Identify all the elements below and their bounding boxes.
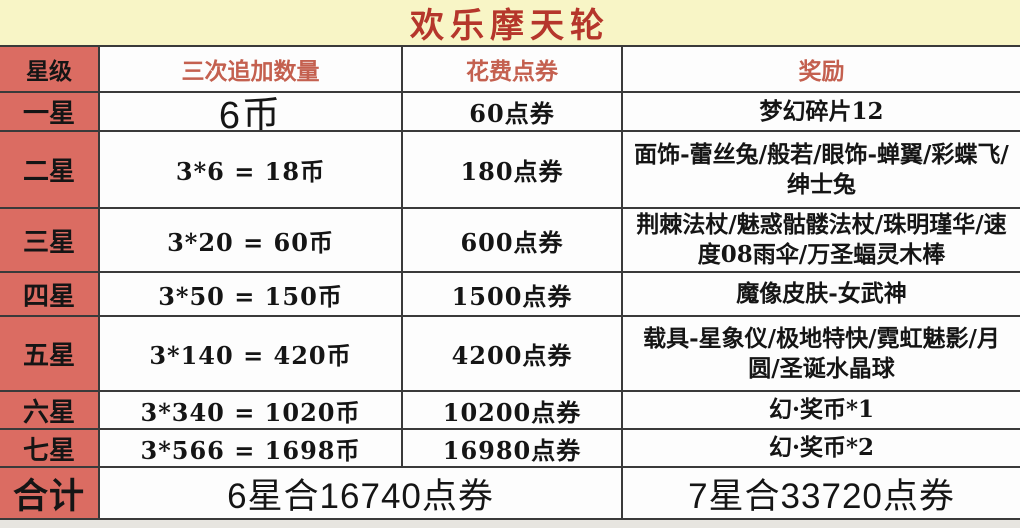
row-quantity: 3*50 = 150币 <box>100 273 403 317</box>
row-star-level: 六星 <box>0 392 100 430</box>
row-quantity: 3*566 = 1698币 <box>100 430 403 468</box>
column-header-cost: 花费点券 <box>403 45 623 93</box>
column-header-reward: 奖励 <box>623 45 1020 93</box>
row-star-level: 四星 <box>0 273 100 317</box>
row-cost: 180点券 <box>403 132 623 209</box>
row-quantity: 6币 <box>100 93 403 132</box>
row-quantity: 3*140 = 420币 <box>100 317 403 392</box>
row-reward: 载具-星象仪/极地特快/霓虹魅影/月圆/圣诞水晶球 <box>623 317 1020 392</box>
column-header-star-level: 星级 <box>0 45 100 93</box>
row-cost: 4200点券 <box>403 317 623 392</box>
footer-six-star-total: 6星合16740点券 <box>100 468 623 520</box>
price-table: 星级 三次追加数量 花费点券 奖励 一星 6币 60点券 梦幻碎片12 二星 3… <box>0 45 1020 520</box>
row-cost: 10200点券 <box>403 392 623 430</box>
row-reward: 幻·奖币*2 <box>623 430 1020 468</box>
column-header-quantity: 三次追加数量 <box>100 45 403 93</box>
row-cost: 600点券 <box>403 209 623 273</box>
row-reward: 荆棘法杖/魅惑骷髅法杖/珠明瑾华/速度08雨伞/万圣蝠灵木棒 <box>623 209 1020 273</box>
row-reward: 幻·奖币*1 <box>623 392 1020 430</box>
row-quantity: 3*6 = 18币 <box>100 132 403 209</box>
row-cost: 1500点券 <box>403 273 623 317</box>
row-star-level: 二星 <box>0 132 100 209</box>
footer-total-label: 合计 <box>0 468 100 520</box>
row-star-level: 一星 <box>0 93 100 132</box>
row-quantity: 3*340 = 1020币 <box>100 392 403 430</box>
row-star-level: 三星 <box>0 209 100 273</box>
footer-seven-star-total: 7星合33720点券 <box>623 468 1020 520</box>
page-title: 欢乐摩天轮 <box>0 0 1020 46</box>
row-reward: 梦幻碎片12 <box>623 93 1020 132</box>
row-quantity: 3*20 = 60币 <box>100 209 403 273</box>
bottom-margin-strip <box>0 520 1020 528</box>
row-cost: 60点券 <box>403 93 623 132</box>
row-reward: 魔像皮肤-女武神 <box>623 273 1020 317</box>
row-star-level: 五星 <box>0 317 100 392</box>
row-reward: 面饰-蕾丝兔/般若/眼饰-蝉翼/彩蝶飞/绅士兔 <box>623 132 1020 209</box>
row-cost: 16980点券 <box>403 430 623 468</box>
row-star-level: 七星 <box>0 430 100 468</box>
